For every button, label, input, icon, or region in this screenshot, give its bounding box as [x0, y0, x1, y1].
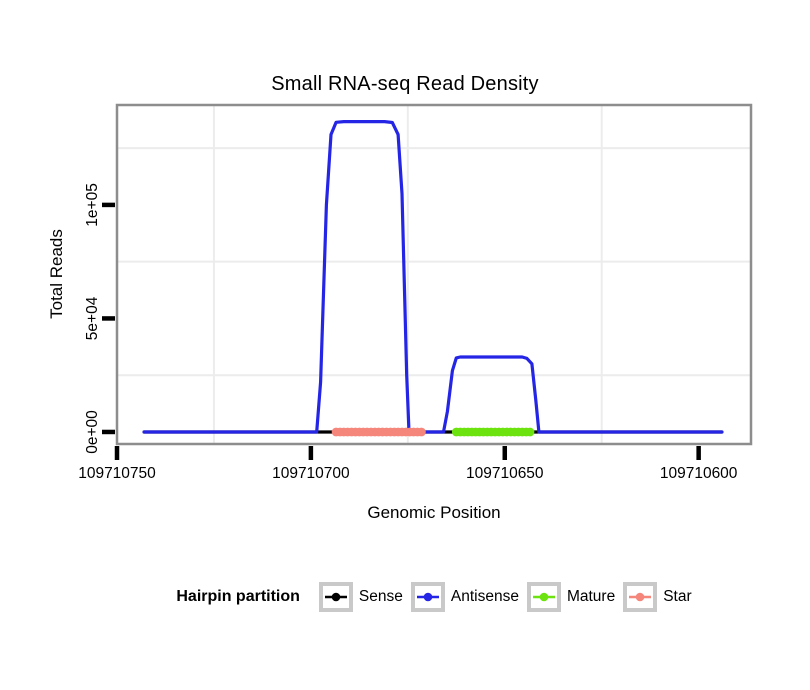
x-axis-title: Genomic Position [367, 503, 501, 522]
y-tick-label: 5e+04 [84, 296, 101, 340]
legend-key-box-mature [526, 582, 561, 612]
series-antisense [142, 119, 724, 434]
legend: Hairpin partition Sense Antisense Mature St… [117, 581, 751, 613]
x-tick-label: 109710600 [660, 465, 738, 482]
y-tick-label: 0e+00 [84, 410, 101, 454]
legend-item-star: Star [623, 582, 692, 612]
legend-key-mature-icon [532, 592, 555, 602]
legend-key-dot [635, 592, 645, 602]
legend-label-star: Star [663, 588, 692, 605]
legend-key-dot [331, 592, 341, 602]
legend-title: Hairpin partition [176, 588, 300, 605]
legend-key-dot [423, 592, 433, 602]
legend-key-box-antisense [410, 582, 445, 612]
y-axis-title: Total Reads [47, 229, 66, 319]
plot-frame [115, 103, 753, 446]
series-mature-point [451, 427, 461, 437]
legend-key-sense-icon [324, 592, 347, 602]
y-tick-label: 1e+05 [84, 183, 101, 227]
x-tick-label: 109710750 [78, 465, 156, 482]
legend-key-box-star [623, 582, 658, 612]
series-star-point [331, 427, 341, 437]
legend-key-box-sense [318, 582, 353, 612]
x-tick-label: 109710700 [272, 465, 350, 482]
legend-label-mature: Mature [566, 588, 616, 605]
legend-item-mature: Mature [526, 582, 616, 612]
chart-title: Small RNA-seq Read Density [271, 73, 539, 95]
legend-key-antisense-icon [416, 592, 439, 602]
legend-label-sense: Sense [358, 588, 403, 605]
legend-key-dot [539, 592, 549, 602]
legend-key-star-icon [629, 592, 652, 602]
legend-item-antisense: Antisense [410, 582, 519, 612]
x-tick-label: 109710650 [466, 465, 544, 482]
legend-item-sense: Sense [318, 582, 403, 612]
legend-label-antisense: Antisense [450, 588, 519, 605]
